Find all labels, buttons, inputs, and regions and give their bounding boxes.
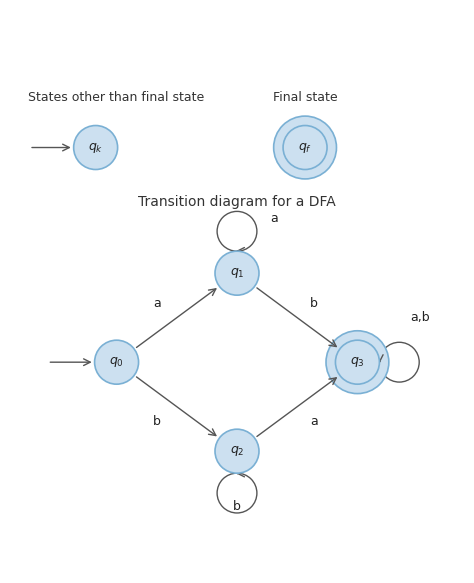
Text: Transition diagram for a DFA: Transition diagram for a DFA xyxy=(138,195,336,209)
Text: a,b: a,b xyxy=(410,311,430,324)
Text: b: b xyxy=(310,297,318,310)
Text: a: a xyxy=(270,212,277,224)
Circle shape xyxy=(215,251,259,295)
Circle shape xyxy=(336,340,379,384)
Text: States other than final state: States other than final state xyxy=(28,92,205,104)
Text: $q_f$: $q_f$ xyxy=(298,141,312,154)
Text: b: b xyxy=(233,500,241,512)
Text: $q_3$: $q_3$ xyxy=(350,355,365,369)
Circle shape xyxy=(73,125,118,170)
Circle shape xyxy=(95,340,138,384)
Circle shape xyxy=(273,116,337,179)
Circle shape xyxy=(326,331,389,394)
Text: $q_k$: $q_k$ xyxy=(88,141,103,154)
Circle shape xyxy=(215,429,259,473)
Text: $q_1$: $q_1$ xyxy=(230,266,244,280)
Circle shape xyxy=(283,125,327,170)
Text: a: a xyxy=(153,297,161,310)
Text: b: b xyxy=(153,415,161,428)
Text: $q_2$: $q_2$ xyxy=(230,444,244,458)
Text: $q_0$: $q_0$ xyxy=(109,355,124,369)
Text: Final state: Final state xyxy=(273,92,337,104)
Text: a: a xyxy=(310,415,318,428)
